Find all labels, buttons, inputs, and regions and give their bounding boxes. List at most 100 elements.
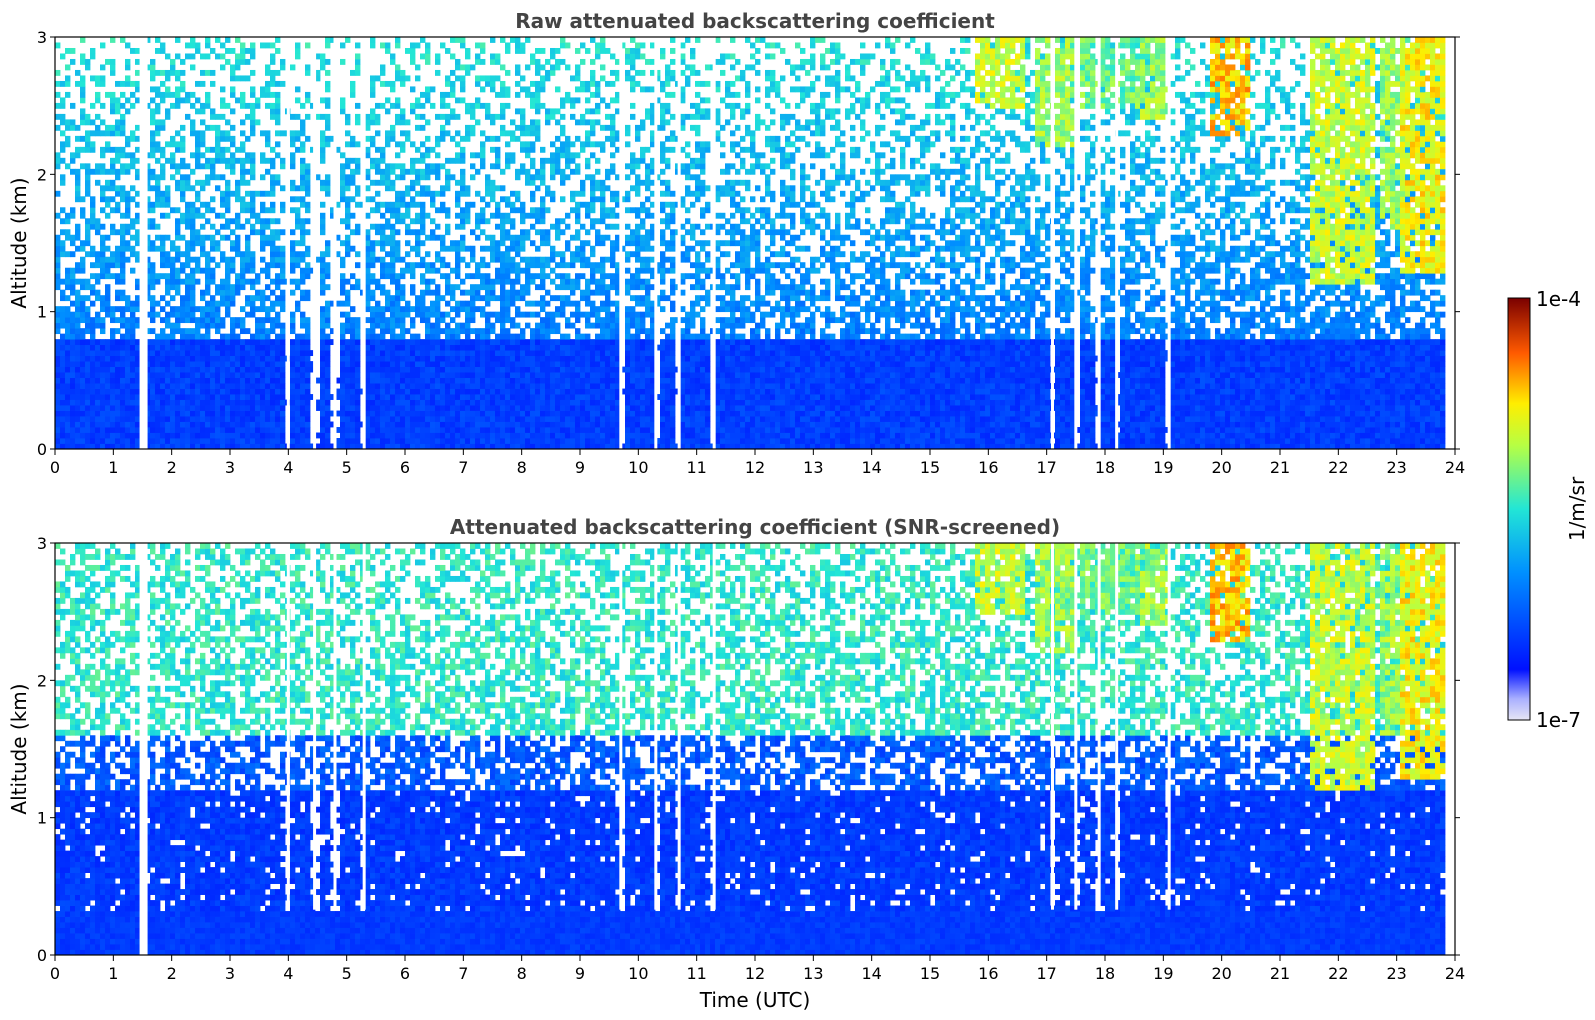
- heatmap-cell: [110, 207, 115, 213]
- heatmap-cell: [85, 433, 90, 439]
- heatmap-cell: [255, 295, 260, 301]
- heatmap-cell: [115, 389, 120, 395]
- heatmap-cell: [465, 218, 470, 224]
- heatmap-cell: [325, 251, 330, 257]
- heatmap-cell: [155, 400, 160, 406]
- heatmap-cell: [245, 411, 250, 417]
- heatmap-cell: [600, 334, 605, 340]
- heatmap-cell: [350, 372, 355, 378]
- heatmap-cell: [325, 37, 330, 43]
- heatmap-cell: [520, 433, 525, 439]
- heatmap-cell: [200, 202, 205, 208]
- heatmap-cell: [435, 284, 440, 290]
- heatmap-cell: [65, 361, 70, 367]
- heatmap-cell: [525, 169, 530, 175]
- heatmap-cell: [425, 312, 430, 318]
- heatmap-cell: [600, 191, 605, 197]
- heatmap-cell: [520, 345, 525, 351]
- heatmap-cell: [60, 334, 65, 340]
- heatmap-cell: [170, 262, 175, 268]
- heatmap-cell: [445, 224, 450, 230]
- heatmap-cell: [105, 356, 110, 362]
- heatmap-cell: [70, 235, 75, 241]
- heatmap-cell: [500, 389, 505, 395]
- heatmap-cell: [585, 411, 590, 417]
- heatmap-cell: [530, 180, 535, 186]
- heatmap-cell: [290, 411, 295, 417]
- heatmap-cell: [200, 312, 205, 318]
- heatmap-cell: [435, 312, 440, 318]
- heatmap-cell: [455, 64, 460, 70]
- heatmap-cell: [595, 427, 600, 433]
- heatmap-cell: [250, 367, 255, 373]
- heatmap-cell: [510, 383, 515, 389]
- heatmap-cell: [180, 400, 185, 406]
- heatmap-cell: [555, 163, 560, 169]
- heatmap-cell: [215, 378, 220, 384]
- heatmap-cell: [220, 323, 225, 329]
- heatmap-cell: [160, 328, 165, 334]
- heatmap-cell: [55, 378, 60, 384]
- heatmap-cell: [170, 339, 175, 345]
- heatmap-cell: [445, 427, 450, 433]
- heatmap-cell: [190, 103, 195, 109]
- heatmap-cell: [595, 389, 600, 395]
- heatmap-cell: [560, 103, 565, 109]
- heatmap-cell: [480, 284, 485, 290]
- heatmap-cell: [190, 328, 195, 334]
- heatmap-cell: [305, 202, 310, 208]
- heatmap-cell: [505, 394, 510, 400]
- heatmap-cell: [390, 125, 395, 131]
- heatmap-cell: [430, 290, 435, 296]
- heatmap-cell: [300, 163, 305, 169]
- heatmap-cell: [365, 152, 370, 158]
- heatmap-cell: [150, 361, 155, 367]
- heatmap-cell: [320, 361, 325, 367]
- heatmap-cell: [200, 235, 205, 241]
- heatmap-cell: [375, 317, 380, 323]
- heatmap-cell: [80, 378, 85, 384]
- heatmap-cell: [555, 136, 560, 142]
- heatmap-cell: [405, 433, 410, 439]
- heatmap-cell: [80, 405, 85, 411]
- heatmap-cell: [260, 422, 265, 428]
- heatmap-cell: [215, 356, 220, 362]
- heatmap-cell: [410, 86, 415, 92]
- heatmap-cell: [380, 273, 385, 279]
- heatmap-cell: [455, 416, 460, 422]
- heatmap-cell: [170, 268, 175, 274]
- heatmap-cell: [385, 48, 390, 54]
- heatmap-cell: [365, 367, 370, 373]
- heatmap-cell: [545, 158, 550, 164]
- heatmap-cell: [185, 301, 190, 307]
- heatmap-cell: [150, 306, 155, 312]
- heatmap-cell: [150, 70, 155, 76]
- heatmap-cell: [490, 400, 495, 406]
- heatmap-cell: [430, 433, 435, 439]
- heatmap-cell: [545, 405, 550, 411]
- heatmap-cell: [255, 345, 260, 351]
- heatmap-cell: [490, 372, 495, 378]
- heatmap-cell: [485, 262, 490, 268]
- heatmap-cell: [435, 416, 440, 422]
- heatmap-cell: [355, 169, 360, 175]
- heatmap-cell: [445, 169, 450, 175]
- heatmap-cell: [190, 279, 195, 285]
- heatmap-cell: [65, 251, 70, 257]
- heatmap-cell: [190, 37, 195, 43]
- heatmap-cell: [215, 339, 220, 345]
- heatmap-cell: [100, 367, 105, 373]
- heatmap-cell: [430, 405, 435, 411]
- heatmap-cell: [185, 411, 190, 417]
- heatmap-cell: [320, 372, 325, 378]
- heatmap-cell: [270, 163, 275, 169]
- heatmap-cell: [180, 70, 185, 76]
- heatmap-cell: [340, 356, 345, 362]
- heatmap-cell: [515, 251, 520, 257]
- heatmap-cell: [510, 350, 515, 356]
- heatmap-cell: [240, 317, 245, 323]
- heatmap-cell: [265, 405, 270, 411]
- heatmap-cell: [80, 92, 85, 98]
- heatmap-cell: [75, 229, 80, 235]
- heatmap-cell: [75, 152, 80, 158]
